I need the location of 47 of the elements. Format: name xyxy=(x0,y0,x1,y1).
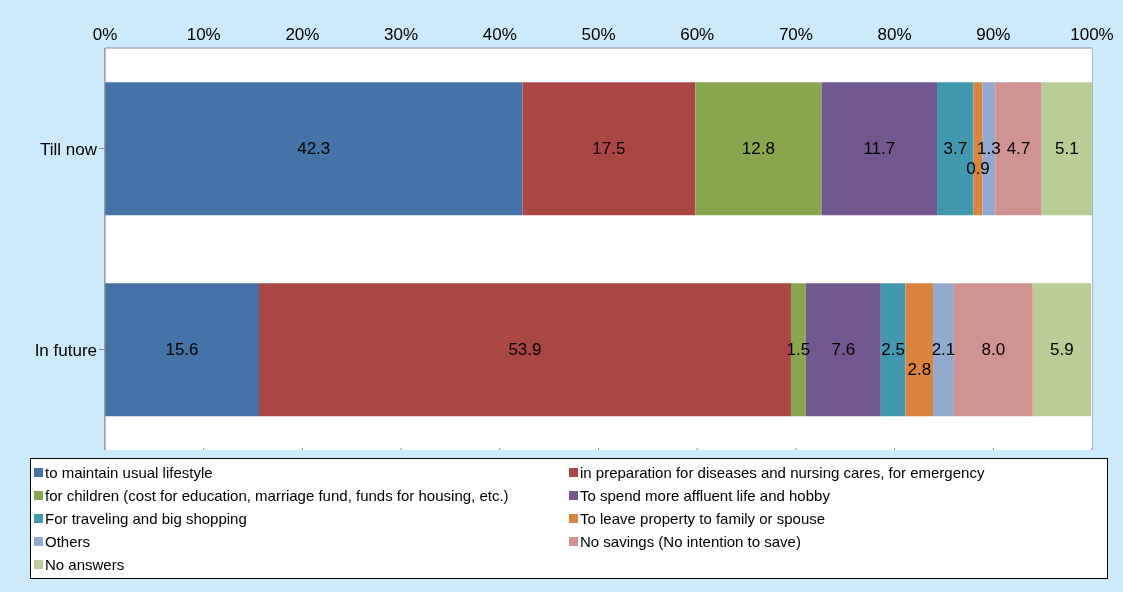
bar xyxy=(1041,82,1092,216)
bar xyxy=(522,82,696,216)
x-tick-label: 60% xyxy=(680,25,715,44)
x-tick-label: 90% xyxy=(976,25,1011,44)
data-label: 17.5 xyxy=(592,139,626,159)
bar xyxy=(880,283,906,417)
x-tick-label: 80% xyxy=(877,25,912,44)
bar xyxy=(105,82,523,216)
legend-label: for children (cost for education, marriage fund, funds for housing, etc.) xyxy=(45,487,509,504)
data-label: 42.3 xyxy=(297,139,331,159)
y-tick-label: Till now xyxy=(40,139,98,159)
y-tick-label: In future xyxy=(34,340,97,360)
data-label: 3.7 xyxy=(943,139,968,159)
data-label: 7.6 xyxy=(831,340,856,360)
bar xyxy=(1032,283,1092,417)
data-label: 2.5 xyxy=(881,340,905,360)
x-tick-label: 10% xyxy=(186,25,221,44)
bar xyxy=(933,283,954,417)
legend-label: to maintain usual lifestyle xyxy=(45,464,213,481)
bar xyxy=(953,283,1033,417)
data-label: 5.1 xyxy=(1055,139,1079,159)
bar xyxy=(905,283,934,417)
data-label: 15.6 xyxy=(165,340,199,360)
x-tick-label: 0% xyxy=(92,25,118,44)
x-tick-label: 100% xyxy=(1070,25,1114,44)
data-label: 53.9 xyxy=(508,340,542,360)
x-tick-label: 20% xyxy=(285,25,320,44)
legend-label: To leave property to family or spouse xyxy=(580,510,826,527)
legend-label: No answers xyxy=(45,556,125,573)
bar xyxy=(695,82,822,216)
legend-label: No savings (No intention to save) xyxy=(580,533,801,550)
legend-label: For traveling and big shopping xyxy=(45,510,247,527)
data-label: 4.7 xyxy=(1006,139,1031,159)
legend-label: To spend more affluent life and hobby xyxy=(580,487,830,504)
x-tick-label: 70% xyxy=(778,25,813,44)
data-label: 8.0 xyxy=(981,340,1006,360)
bar xyxy=(821,82,938,216)
x-tick-label: 40% xyxy=(482,25,517,44)
data-label: 2.8 xyxy=(907,360,932,380)
legend-label: in preparation for diseases and nursing cares, for emergency xyxy=(580,464,985,481)
bar xyxy=(105,283,259,417)
data-label: 5.9 xyxy=(1050,340,1074,360)
data-label: 11.7 xyxy=(863,139,896,159)
x-tick-label: 30% xyxy=(384,25,419,44)
legend-label: Others xyxy=(45,533,91,550)
x-tick-label: 50% xyxy=(581,25,616,44)
data-label: 12.8 xyxy=(741,139,775,159)
